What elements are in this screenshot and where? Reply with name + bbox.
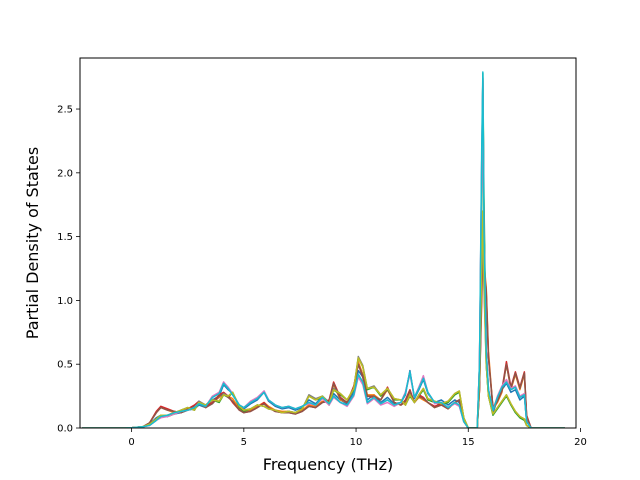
pdos-series-9-line (82, 210, 565, 428)
x-tick-label: 15 (462, 437, 475, 448)
series-layer (82, 71, 565, 428)
y-tick-label: 0.5 (57, 360, 73, 371)
x-tick-label: 0 (128, 437, 134, 448)
y-tick-label: 0.0 (57, 424, 73, 435)
y-axis-ticks: 0.0 0.5 1.0 1.5 2.0 2.5 (57, 105, 80, 435)
axes-frame (79, 57, 577, 429)
y-tick-label: 1.0 (57, 296, 73, 307)
x-tick-label: 20 (574, 437, 587, 448)
x-axis-label: Frequency (THz) (263, 455, 393, 474)
x-axis-ticks: 0 5 10 15 20 (128, 428, 587, 448)
y-tick-label: 1.5 (57, 232, 73, 243)
plot-area (79, 57, 577, 429)
x-tick-label: 10 (350, 437, 363, 448)
pdos-series-10-line (82, 71, 565, 428)
y-axis-label: Partial Density of States (23, 147, 42, 339)
y-tick-label: 2.0 (57, 168, 73, 179)
y-tick-label: 2.5 (57, 105, 73, 116)
x-tick-label: 5 (241, 437, 247, 448)
